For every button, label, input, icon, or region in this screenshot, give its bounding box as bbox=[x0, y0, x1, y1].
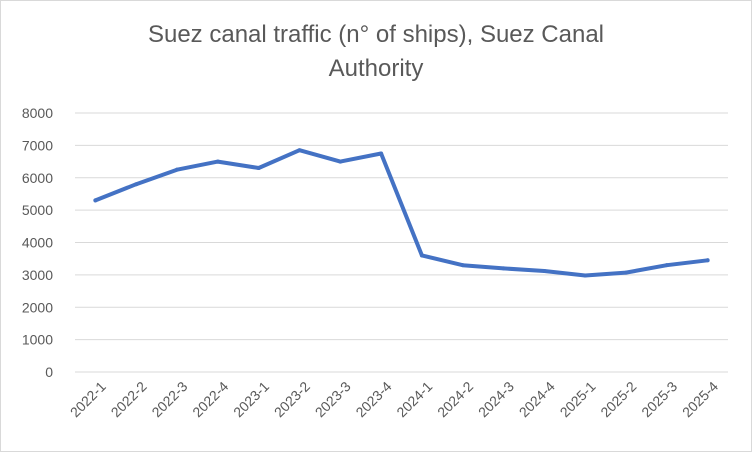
x-tick-label: 2025-2 bbox=[597, 378, 639, 420]
data-point bbox=[297, 148, 302, 153]
y-tick-label: 6000 bbox=[22, 170, 53, 186]
x-axis-ticks: 2022-12022-22022-32022-42023-12023-22023… bbox=[67, 378, 721, 420]
y-tick-label: 8000 bbox=[22, 105, 53, 121]
x-tick-label: 2025-3 bbox=[638, 378, 680, 420]
data-point bbox=[175, 167, 180, 172]
x-tick-label: 2023-1 bbox=[230, 378, 272, 420]
x-tick-label: 2022-4 bbox=[189, 378, 231, 420]
data-point bbox=[542, 268, 547, 273]
series-line bbox=[93, 148, 710, 278]
gridlines bbox=[75, 112, 728, 373]
data-point bbox=[460, 263, 465, 268]
y-tick-label: 0 bbox=[45, 364, 53, 380]
x-tick-label: 2024-2 bbox=[434, 378, 476, 420]
data-point bbox=[256, 166, 261, 171]
data-point bbox=[215, 159, 220, 164]
data-point bbox=[419, 253, 424, 258]
chart-title: Suez canal traffic (n° of ships), Suez C… bbox=[0, 18, 752, 86]
data-point bbox=[664, 263, 669, 268]
x-tick-label: 2023-3 bbox=[312, 378, 354, 420]
y-tick-label: 5000 bbox=[22, 202, 53, 218]
chart-title-line-1: Suez canal traffic (n° of ships), Suez C… bbox=[147, 21, 605, 48]
x-tick-label: 2022-2 bbox=[108, 378, 150, 420]
data-point bbox=[623, 270, 628, 275]
y-tick-label: 7000 bbox=[22, 137, 53, 153]
x-tick-label: 2024-4 bbox=[516, 378, 558, 420]
x-tick-label: 2022-3 bbox=[148, 378, 190, 420]
data-point bbox=[93, 198, 98, 203]
x-tick-label: 2024-3 bbox=[475, 378, 517, 420]
chart-title-line-2: Authority bbox=[328, 55, 424, 82]
data-point bbox=[705, 258, 710, 263]
y-tick-label: 3000 bbox=[22, 267, 53, 283]
x-tick-label: 2025-4 bbox=[679, 378, 721, 420]
x-tick-label: 2023-2 bbox=[271, 378, 313, 420]
series-layer bbox=[93, 148, 710, 278]
data-point bbox=[338, 159, 343, 164]
x-tick-label: 2023-4 bbox=[352, 378, 394, 420]
data-point bbox=[501, 266, 506, 271]
data-point bbox=[379, 151, 384, 156]
y-tick-label: 4000 bbox=[22, 235, 53, 251]
y-tick-label: 1000 bbox=[22, 332, 53, 348]
y-tick-label: 2000 bbox=[22, 299, 53, 315]
x-tick-label: 2022-1 bbox=[67, 378, 109, 420]
y-axis-ticks: 0 1000 2000 3000 4000 5000 6000 7000 8000 bbox=[22, 105, 53, 380]
x-tick-label: 2024-1 bbox=[393, 378, 435, 420]
data-point bbox=[134, 182, 139, 187]
data-point bbox=[583, 273, 588, 278]
x-tick-label: 2025-1 bbox=[556, 378, 598, 420]
